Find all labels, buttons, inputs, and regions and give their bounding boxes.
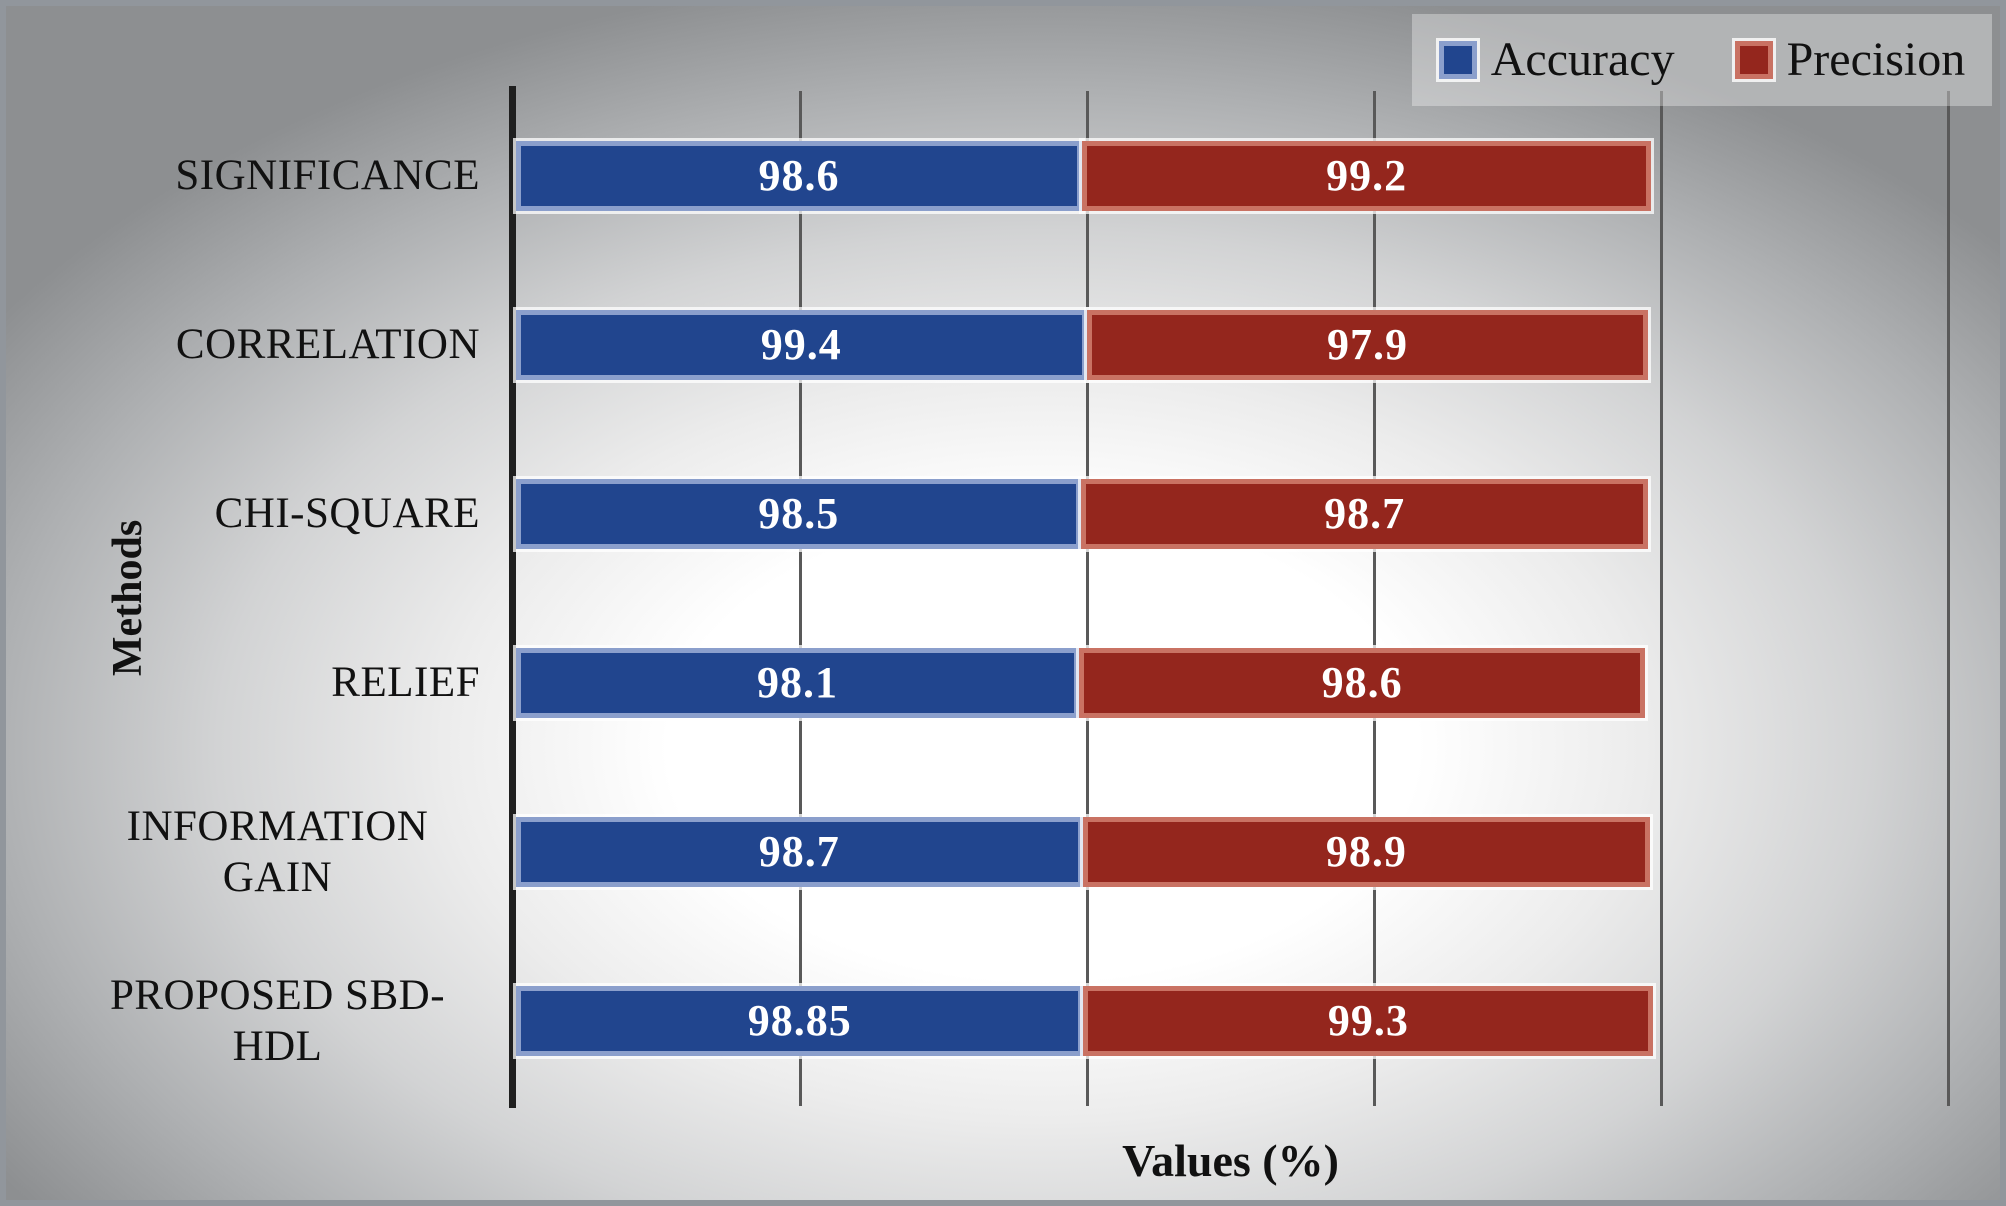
bar-precision-information-gain: 98.9: [1082, 817, 1651, 888]
bar-precision-significance: 99.2: [1081, 140, 1652, 211]
bar-accuracy-significance: 98.6: [516, 140, 1082, 211]
legend-label-accuracy: Accuracy: [1490, 33, 1675, 86]
category-label: SIGNIFICANCE: [175, 151, 480, 199]
legend-item-precision: Precision: [1734, 33, 1966, 86]
bar-value-label: 99.4: [760, 319, 842, 369]
bar-value-label: 98.9: [1325, 827, 1407, 877]
y-axis-line: [509, 86, 516, 1108]
bar-value-label: 98.1: [757, 658, 839, 708]
category-label-box-0: SIGNIFICANCE: [66, 91, 480, 260]
bar-accuracy-proposed-sbd-hdl: 98.85: [516, 986, 1084, 1057]
gridline-x-150: [1373, 91, 1376, 1106]
category-label: CHI-SQUARE: [214, 490, 480, 538]
gridline-x-250: [1947, 91, 1950, 1106]
x-axis-title: Values (%): [1122, 1135, 1339, 1186]
category-label: PROPOSED SBD-HDL: [109, 971, 446, 1071]
bar-precision-correlation: 97.9: [1086, 309, 1649, 380]
bar-value-label: 98.6: [758, 150, 840, 200]
category-label-box-4: INFORMATION GAIN: [66, 768, 480, 937]
gridline-x-50: [799, 91, 802, 1106]
bar-value-label: 98.5: [758, 488, 840, 538]
bar-accuracy-correlation: 99.4: [516, 309, 1087, 380]
bar-value-label: 97.9: [1327, 319, 1409, 369]
bar-value-label: 98.7: [758, 827, 840, 877]
y-axis-title: Methods: [105, 519, 151, 677]
bar-accuracy-relief: 98.1: [516, 648, 1080, 719]
bar-value-label: 98.7: [1324, 488, 1406, 538]
bar-accuracy-chi-square: 98.5: [516, 478, 1082, 549]
gridline-x-200: [1660, 91, 1663, 1106]
bar-value-label: 98.85: [747, 996, 852, 1046]
bar-value-label: 99.3: [1327, 996, 1409, 1046]
legend-item-accuracy: Accuracy: [1438, 33, 1675, 86]
category-label-box-3: RELIEF: [66, 599, 480, 768]
category-label: INFORMATION GAIN: [126, 802, 429, 902]
legend-label-precision: Precision: [1786, 33, 1966, 86]
category-label-box-1: CORRELATION: [66, 260, 480, 429]
legend: Accuracy Precision: [1412, 14, 1992, 106]
accuracy-swatch-icon: [1438, 41, 1477, 79]
bar-value-label: 99.2: [1326, 150, 1408, 200]
bar-precision-proposed-sbd-hdl: 99.3: [1083, 986, 1654, 1057]
bar-value-label: 98.6: [1321, 658, 1403, 708]
category-label-box-2: CHI-SQUARE: [66, 429, 480, 598]
bar-precision-relief: 98.6: [1079, 648, 1646, 719]
gridline-x-100: [1086, 91, 1089, 1106]
bar-accuracy-information-gain: 98.7: [516, 817, 1083, 888]
category-label-box-5: PROPOSED SBD-HDL: [66, 937, 480, 1106]
precision-swatch-icon: [1734, 41, 1773, 79]
category-label: CORRELATION: [175, 320, 480, 368]
bar-precision-chi-square: 98.7: [1081, 478, 1648, 549]
category-label: RELIEF: [331, 659, 480, 707]
